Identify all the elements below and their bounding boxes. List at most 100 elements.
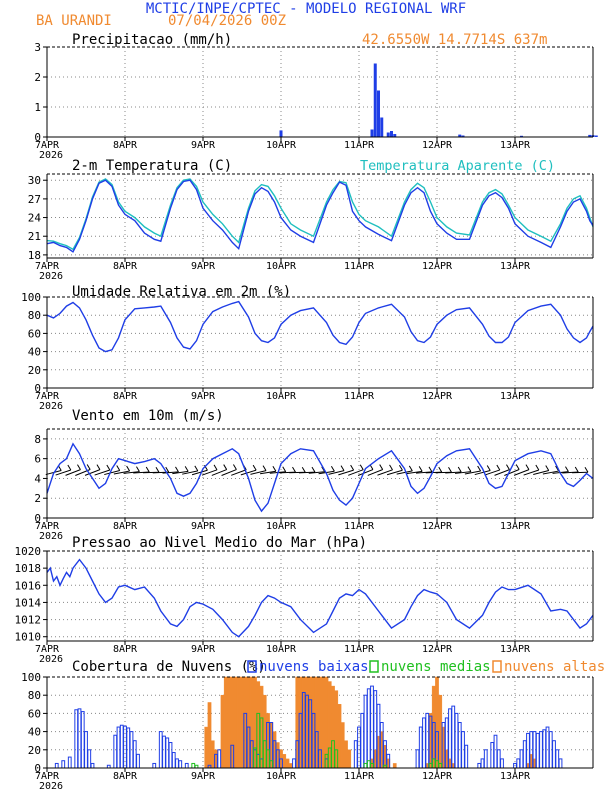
y-tick-label: 40 xyxy=(28,346,41,359)
y-tick-label: 2 xyxy=(34,492,41,505)
header-title: MCTIC/INPE/CPTEC - MODELO REGIONAL WRF xyxy=(146,1,466,17)
header-coords: 42.6550W 14.7714S 637m xyxy=(362,32,547,48)
cloud-bar-low xyxy=(519,749,524,769)
wind-barb xyxy=(172,470,189,475)
cloud-bar-low xyxy=(77,708,82,769)
cloud-bar-low xyxy=(162,735,166,769)
wind-barb-flag xyxy=(252,464,257,471)
wind-barb-flag xyxy=(565,466,569,472)
panel-4: 1010 1012 1014 1016 1018 1020 7APR 8APR 9APR 10AP… xyxy=(15,535,594,665)
cloud-bar-low xyxy=(178,760,183,769)
wind-barb-flag xyxy=(535,464,540,471)
cloud-bar-mid xyxy=(191,762,196,769)
cloud-bar-low xyxy=(116,726,121,769)
panel-3: 0 2 4 6 8 7APR 8APR 9APR 10APR 11APR 12APR 13APR 202… xyxy=(34,408,594,542)
panel-1: 18 21 24 27 30 7APR 8APR 9APR 10APR 11APR 12APR 13A… xyxy=(28,158,594,282)
wind-barb xyxy=(250,470,267,475)
wind-barb-flag xyxy=(515,464,520,470)
cloud-bar-high xyxy=(220,694,225,769)
wind-barb-flag xyxy=(175,466,179,473)
x-tick-label: 7APR xyxy=(35,521,60,532)
y-tick-label: 0 xyxy=(34,382,41,395)
wind-barb xyxy=(231,469,247,476)
y-tick-label: 1014 xyxy=(15,596,42,609)
cloud-bar-low xyxy=(90,762,95,769)
x-tick-label: 9APR xyxy=(191,261,216,272)
wind-barb xyxy=(464,470,481,475)
cloud-bar-low xyxy=(353,740,358,769)
cloud-bar-low xyxy=(363,694,368,769)
cloud-bar-low xyxy=(165,737,170,769)
x-tick-label: 11APR xyxy=(344,261,375,272)
precip-bar xyxy=(520,135,523,137)
cloud-bar-high xyxy=(392,763,397,769)
precip-bar xyxy=(461,135,465,137)
series-line xyxy=(46,558,594,638)
year-label: 2026 xyxy=(39,654,63,665)
legend-label: nuvens medias xyxy=(381,659,491,675)
precip-bar xyxy=(279,130,283,137)
x-tick-label: 9APR xyxy=(191,391,216,402)
wind-barb xyxy=(113,470,130,475)
x-tick-label: 11APR xyxy=(344,391,375,402)
x-tick-label: 7APR xyxy=(35,771,60,782)
x-tick-label: 9APR xyxy=(191,521,216,532)
wind-barb xyxy=(240,469,257,476)
wind-barb-flag xyxy=(116,465,121,471)
precip-bar xyxy=(458,134,462,137)
series-line xyxy=(46,442,594,513)
x-tick-label: 7APR xyxy=(35,391,60,402)
cloud-bar-low xyxy=(158,731,163,769)
wind-barb xyxy=(94,469,110,476)
cloud-bar-low xyxy=(422,717,426,769)
panel-2: 0 20 40 60 80 100 7APR 8APR 9APR 10APR 11APR 12APR 1… xyxy=(21,284,594,412)
x-tick-label: 13APR xyxy=(500,644,531,655)
y-tick-label: 1016 xyxy=(15,579,42,592)
y-tick-label: 18 xyxy=(28,249,41,262)
cloud-bar-low xyxy=(54,762,59,769)
x-tick-label: 12APR xyxy=(422,261,453,272)
wind-barb-flag xyxy=(272,465,277,472)
precip-bar xyxy=(594,135,598,137)
wind-barb-flag xyxy=(496,464,501,471)
year-label: 2026 xyxy=(39,531,63,542)
y-tick-label: 6 xyxy=(34,453,41,466)
cloud-bar-low xyxy=(548,731,553,769)
panel-title: Precipitacao (mm/h) xyxy=(72,32,232,48)
panel-title: Cobertura de Nuvens (%) xyxy=(72,659,266,675)
header-run: 07/04/2026 00Z xyxy=(168,13,286,29)
y-tick-label: 20 xyxy=(28,744,41,757)
cloud-bar-high xyxy=(340,722,345,769)
cloud-bar-low xyxy=(425,712,430,769)
panel-title: Pressao ao Nivel Medio do Mar (hPa) xyxy=(72,535,367,551)
x-tick-label: 13APR xyxy=(500,521,531,532)
header-station: BA URANDI xyxy=(36,13,112,29)
y-tick-label: 0 xyxy=(34,762,41,775)
wind-barb xyxy=(308,471,325,474)
wind-barb xyxy=(211,469,227,476)
year-label: 2026 xyxy=(39,401,63,412)
wind-barb xyxy=(504,469,520,476)
cloud-bar-low xyxy=(493,734,498,769)
wind-barb-flag xyxy=(292,466,296,473)
precip-bar xyxy=(373,63,377,137)
cloud-bar-low xyxy=(84,731,88,769)
cloud-bar-low xyxy=(490,742,495,769)
precip-bar xyxy=(370,129,374,137)
wind-barb-flag xyxy=(106,464,111,471)
cloud-bar-high xyxy=(204,726,209,769)
cloud-bar-low xyxy=(526,732,530,769)
y-tick-label: 27 xyxy=(28,193,41,206)
panel-title: Vento em 10m (m/s) xyxy=(72,408,224,424)
cloud-bar-low xyxy=(171,752,176,769)
wind-barb xyxy=(386,469,403,476)
cloud-bar-low xyxy=(175,758,179,769)
wind-barb-flag xyxy=(67,464,72,471)
y-tick-label: 0 xyxy=(34,131,41,144)
wind-barb-flag xyxy=(584,466,589,473)
x-tick-label: 8APR xyxy=(113,391,138,402)
x-tick-label: 13APR xyxy=(500,140,531,151)
cloud-bar-mid xyxy=(363,762,368,769)
cloud-bar-low xyxy=(483,749,488,769)
cloud-bar-low xyxy=(496,749,501,769)
